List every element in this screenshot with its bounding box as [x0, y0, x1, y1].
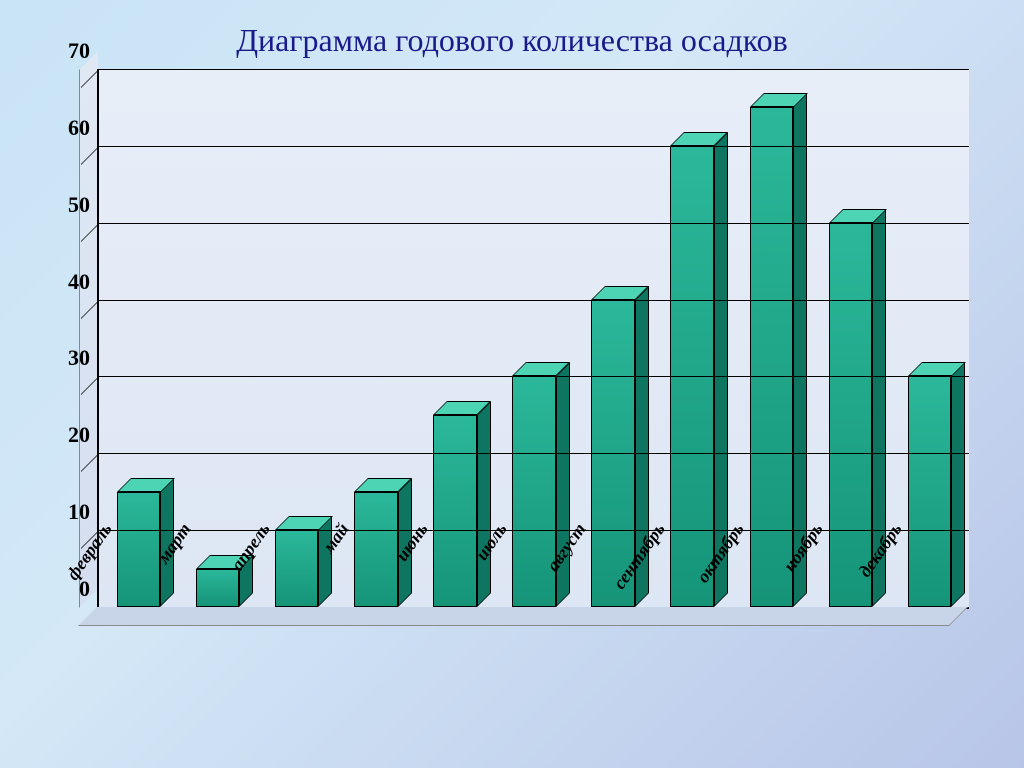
bar-side — [951, 362, 965, 607]
gridline — [99, 146, 969, 147]
gridline — [99, 223, 969, 224]
y-tick-label: 10 — [40, 499, 90, 525]
y-tick-label: 40 — [40, 269, 90, 295]
bar — [908, 376, 952, 607]
chart-frame: 010203040506070 февральмартапрельмайиюнь… — [32, 69, 992, 709]
gridline — [99, 300, 969, 301]
y-tick-label: 30 — [40, 345, 90, 371]
bar-front — [829, 223, 873, 607]
gridline — [99, 69, 969, 70]
gridline — [99, 530, 969, 531]
y-tick-label: 20 — [40, 422, 90, 448]
bar-front — [908, 376, 952, 607]
y-tick-label: 50 — [40, 192, 90, 218]
bar — [750, 107, 794, 607]
y-tick-label: 70 — [40, 38, 90, 64]
y-tick-label: 60 — [40, 115, 90, 141]
plot-area — [97, 69, 969, 609]
bar-front — [750, 107, 794, 607]
bar — [829, 223, 873, 607]
gridline — [99, 376, 969, 377]
gridline — [99, 453, 969, 454]
bars-container — [99, 69, 969, 607]
chart-title: Диаграмма годового количества осадков — [0, 0, 1024, 69]
